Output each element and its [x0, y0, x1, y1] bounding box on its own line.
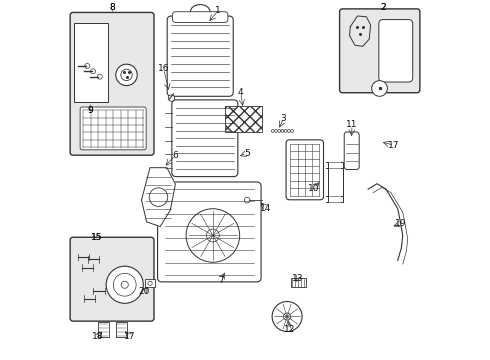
Circle shape [284, 313, 291, 320]
Text: 8: 8 [109, 3, 115, 12]
Text: 6: 6 [172, 151, 178, 160]
Circle shape [116, 64, 137, 86]
FancyBboxPatch shape [70, 13, 154, 155]
Circle shape [278, 130, 281, 132]
Text: 8: 8 [109, 3, 115, 12]
Text: 13: 13 [292, 274, 304, 283]
FancyBboxPatch shape [344, 132, 359, 170]
FancyBboxPatch shape [70, 237, 154, 321]
Circle shape [281, 130, 284, 132]
FancyBboxPatch shape [167, 16, 233, 96]
Text: 17: 17 [124, 332, 136, 341]
Bar [291, 278, 306, 287]
Circle shape [85, 63, 90, 68]
Text: 3: 3 [281, 114, 287, 123]
Circle shape [271, 130, 274, 132]
Text: 11: 11 [346, 120, 358, 129]
Text: 4: 4 [238, 88, 244, 97]
Text: 20: 20 [139, 287, 150, 296]
FancyBboxPatch shape [172, 12, 228, 22]
Circle shape [245, 197, 250, 203]
Text: 12: 12 [284, 325, 295, 334]
Text: 15: 15 [91, 233, 102, 242]
Circle shape [91, 69, 96, 74]
Circle shape [106, 266, 143, 303]
Text: 2: 2 [381, 3, 386, 12]
FancyBboxPatch shape [158, 182, 261, 282]
Circle shape [113, 273, 136, 296]
Polygon shape [142, 168, 175, 226]
Bar [145, 279, 155, 287]
Text: 10: 10 [308, 184, 319, 193]
Text: 16: 16 [158, 64, 170, 73]
Text: 9: 9 [87, 106, 93, 115]
Circle shape [149, 188, 168, 206]
Circle shape [186, 209, 240, 262]
Circle shape [121, 69, 132, 81]
Circle shape [206, 229, 220, 242]
Text: 7: 7 [218, 276, 223, 285]
FancyBboxPatch shape [286, 140, 323, 200]
Bar [116, 322, 127, 337]
Bar [98, 322, 109, 337]
Text: 19: 19 [394, 219, 406, 228]
FancyBboxPatch shape [172, 100, 238, 177]
Text: 14: 14 [260, 203, 271, 212]
FancyBboxPatch shape [379, 19, 413, 82]
Text: 9: 9 [87, 106, 93, 115]
Text: 18: 18 [92, 332, 104, 341]
Circle shape [168, 95, 175, 101]
Text: 15: 15 [91, 233, 102, 242]
FancyBboxPatch shape [80, 107, 146, 150]
Text: 17: 17 [389, 141, 400, 150]
Circle shape [372, 81, 388, 96]
Text: 1: 1 [216, 6, 221, 15]
Circle shape [121, 281, 128, 288]
Circle shape [291, 130, 294, 132]
Circle shape [288, 130, 290, 132]
Text: 5: 5 [244, 149, 250, 158]
Circle shape [148, 281, 152, 285]
FancyBboxPatch shape [340, 9, 420, 93]
Text: 2: 2 [381, 3, 386, 12]
Circle shape [97, 74, 102, 79]
Circle shape [284, 130, 287, 132]
Circle shape [272, 302, 302, 332]
Circle shape [274, 130, 277, 132]
Bar [224, 106, 262, 132]
Bar [74, 23, 108, 102]
